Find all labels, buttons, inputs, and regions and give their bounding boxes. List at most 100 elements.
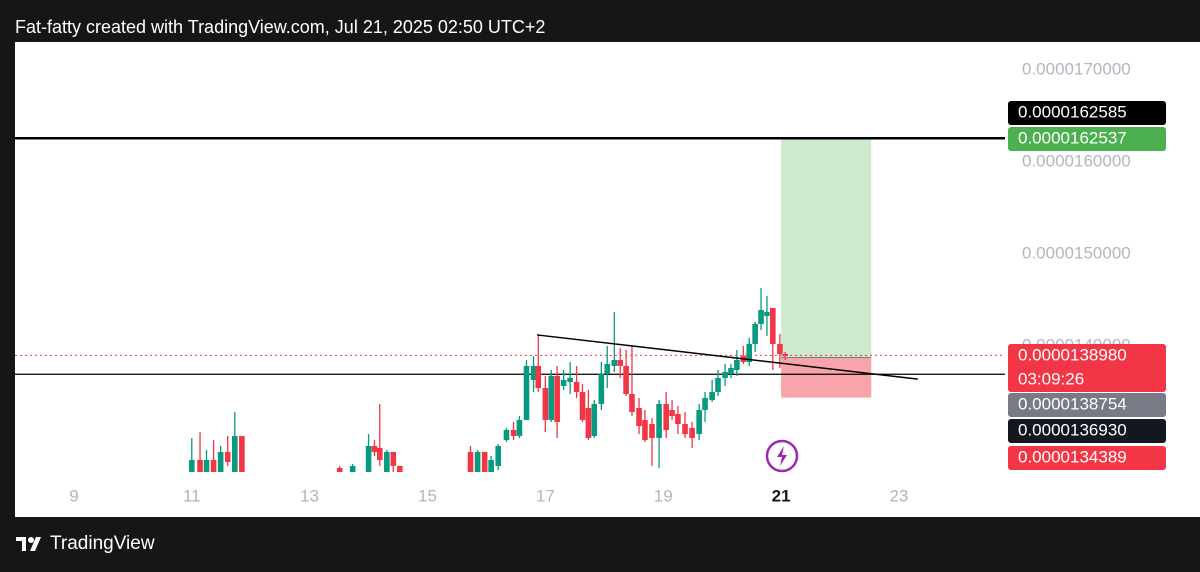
- candle-body: [495, 445, 502, 466]
- x-tick-label: 13: [300, 486, 319, 505]
- price-label: 0.0000134389: [1018, 447, 1127, 466]
- candle-body: [579, 391, 586, 420]
- candle-body: [481, 451, 488, 473]
- x-tick-label: 15: [418, 486, 437, 505]
- x-tick-label: 11: [183, 486, 201, 505]
- candle-body: [510, 429, 517, 436]
- candle-body: [530, 365, 537, 381]
- countdown: 03:09:26: [1018, 369, 1084, 388]
- candle-body: [629, 394, 635, 412]
- price-label-box: [1008, 344, 1166, 392]
- candle-body: [210, 459, 217, 473]
- x-tick-label: 21: [772, 486, 791, 505]
- x-tick-label: 23: [889, 486, 908, 505]
- candle-body: [675, 413, 681, 425]
- candle-body: [722, 372, 728, 378]
- candle-body: [349, 465, 356, 473]
- plot-panel: [15, 42, 1200, 517]
- x-tick-label: 17: [536, 486, 555, 505]
- candle-body: [390, 451, 397, 466]
- price-label: 0.0000162537: [1018, 128, 1127, 147]
- candle-body: [746, 343, 753, 362]
- candle-body: [656, 403, 662, 438]
- candle-body: [488, 459, 494, 473]
- price-label-box: [1008, 101, 1166, 125]
- y-tick-label: 0.0000160000: [1022, 151, 1131, 170]
- candle-body: [764, 311, 770, 316]
- candle-body: [709, 391, 715, 400]
- candle-body: [523, 365, 530, 420]
- y-tick-label: 0.0000150000: [1022, 243, 1131, 262]
- candle-body: [689, 427, 695, 438]
- candle-body: [376, 448, 383, 460]
- candle-body: [203, 459, 210, 473]
- candle-body: [573, 381, 580, 392]
- candle-body: [224, 451, 231, 462]
- brand-logo: [16, 537, 41, 551]
- candle-body: [188, 459, 195, 473]
- candle-body: [197, 459, 203, 473]
- candle-body: [642, 419, 648, 441]
- candle-body: [702, 397, 708, 411]
- candle-body: [535, 365, 542, 389]
- candle-body: [663, 403, 669, 430]
- candle-body: [598, 373, 605, 404]
- candle-body: [516, 419, 523, 436]
- candle-body: [548, 375, 555, 420]
- price-label-box: [1008, 419, 1166, 443]
- candle-body: [758, 310, 764, 324]
- target-zone: [781, 138, 872, 358]
- candle-body: [777, 343, 783, 354]
- candle-body: [611, 359, 618, 366]
- y-tick-label: 0.0000170000: [1022, 59, 1131, 78]
- price-label: 0.0000138754: [1018, 394, 1127, 413]
- candle-body: [591, 403, 598, 436]
- candle-body: [217, 451, 224, 473]
- event-icon: [765, 439, 799, 473]
- candle-body: [384, 451, 390, 473]
- candle-body: [371, 445, 378, 452]
- candle-body: [239, 435, 245, 473]
- candle-body: [696, 410, 702, 435]
- x-tick-label: 9: [69, 486, 78, 505]
- candle-body: [682, 424, 688, 435]
- candle-body: [770, 307, 776, 344]
- candle-body: [752, 323, 758, 344]
- candle-body: [467, 451, 474, 473]
- candle-body: [669, 410, 675, 416]
- candle-body: [728, 367, 734, 374]
- candle-body: [585, 407, 592, 438]
- chart-title: Fat-fatty created with TradingView.com, …: [15, 17, 545, 37]
- candle-body: [554, 375, 560, 422]
- brand-name: TradingView: [50, 533, 155, 554]
- price-label-box: [1008, 393, 1166, 417]
- price-label: 0.0000162585: [1018, 102, 1127, 121]
- candle-body: [617, 359, 623, 366]
- candle-body: [397, 465, 403, 473]
- price-label-box: [1008, 446, 1166, 470]
- candle-body: [604, 364, 611, 374]
- candle-body: [649, 424, 655, 438]
- trendline: [537, 334, 918, 380]
- candle-body: [474, 451, 481, 473]
- price-label-box: [1008, 127, 1166, 151]
- candle-body: [365, 445, 372, 473]
- candle-body: [503, 429, 510, 441]
- candle-body: [560, 380, 567, 387]
- candle-body: [542, 388, 549, 420]
- candle-body: [715, 377, 721, 392]
- x-tick-label: 19: [654, 486, 673, 505]
- candle-body: [336, 467, 343, 473]
- candle-body: [232, 435, 238, 473]
- candle-body: [782, 353, 788, 357]
- candle-body: [567, 377, 573, 382]
- event-icon-bolt: [777, 446, 787, 466]
- candle-body: [623, 365, 629, 395]
- stop-zone: [781, 357, 872, 398]
- price-label: 0.0000138980: [1018, 345, 1127, 364]
- candle-body: [734, 359, 740, 370]
- price-label: 0.0000136930: [1018, 420, 1127, 439]
- candle-body: [636, 407, 642, 427]
